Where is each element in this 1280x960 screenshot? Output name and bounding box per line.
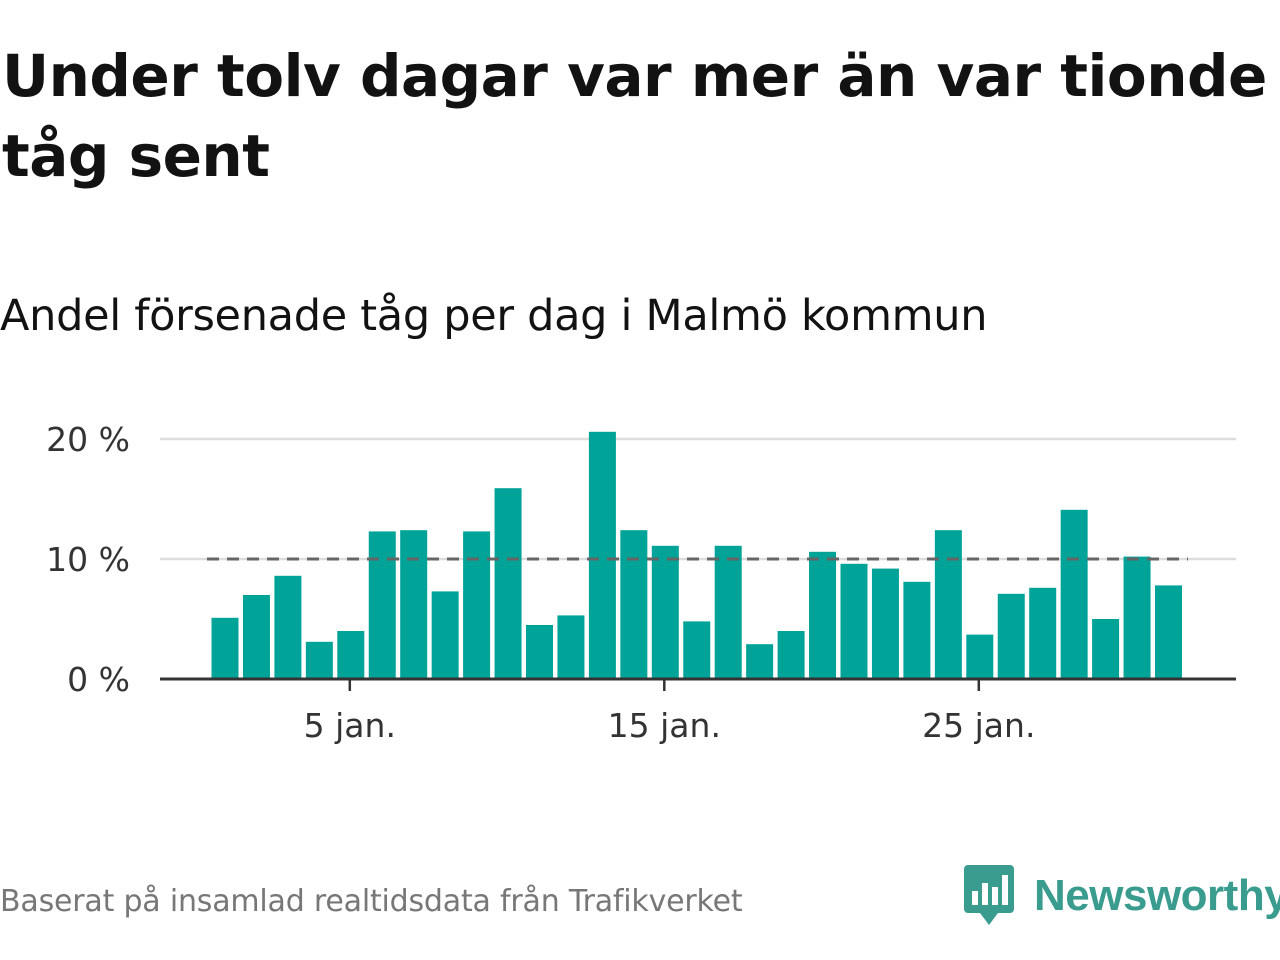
bar	[337, 631, 365, 679]
bar	[934, 530, 962, 679]
bar	[494, 488, 522, 679]
bar	[683, 621, 711, 679]
bar	[400, 530, 428, 679]
bar-series	[211, 431, 1182, 679]
y-tick-label: 20 %	[46, 420, 130, 459]
source-note: Baserat på insamlad realtidsdata från Tr…	[0, 884, 743, 919]
bar	[557, 615, 585, 679]
y-tick-label: 0 %	[67, 660, 130, 699]
chart-headline: Under tolv dagar var mer än var tionde t…	[2, 42, 1267, 190]
chart-subtitle: Andel försenade tåg per dag i Malmö komm…	[0, 291, 988, 341]
brand-logo[interactable]: Newsworthy	[964, 864, 1280, 928]
bar	[746, 644, 774, 679]
bar	[463, 531, 491, 679]
bar	[588, 431, 616, 679]
bar	[809, 551, 837, 679]
bar	[1155, 585, 1182, 679]
bar	[526, 625, 553, 679]
axes: 0 % 10 % 20 % 5 jan. 15 jan. 25 jan.	[46, 420, 1236, 745]
bar	[871, 568, 899, 679]
bar	[211, 617, 239, 679]
bar	[242, 595, 270, 679]
bar	[620, 530, 648, 679]
x-tick-label: 5 jan.	[304, 706, 396, 745]
bar	[274, 575, 302, 679]
bar	[1092, 619, 1120, 679]
bar-chart: 0 % 10 % 20 % 5 jan. 15 jan. 25 jan.	[46, 420, 1236, 745]
bar	[966, 634, 994, 679]
bar	[305, 641, 333, 679]
bar	[368, 531, 396, 679]
bar	[840, 563, 868, 679]
bar	[903, 581, 931, 679]
bar	[1123, 556, 1151, 679]
bar	[651, 545, 679, 679]
brand-name: Newsworthy	[1034, 871, 1280, 920]
bar	[1029, 587, 1057, 679]
bar	[997, 593, 1025, 679]
bar	[777, 631, 805, 679]
bar	[1060, 509, 1088, 679]
x-tick-label: 25 jan.	[922, 706, 1035, 745]
bar	[431, 591, 459, 679]
y-tick-label: 10 %	[46, 540, 130, 579]
newsworthy-logo-icon	[964, 865, 1014, 925]
x-tick-label: 15 jan.	[608, 706, 721, 745]
bar	[714, 545, 742, 679]
